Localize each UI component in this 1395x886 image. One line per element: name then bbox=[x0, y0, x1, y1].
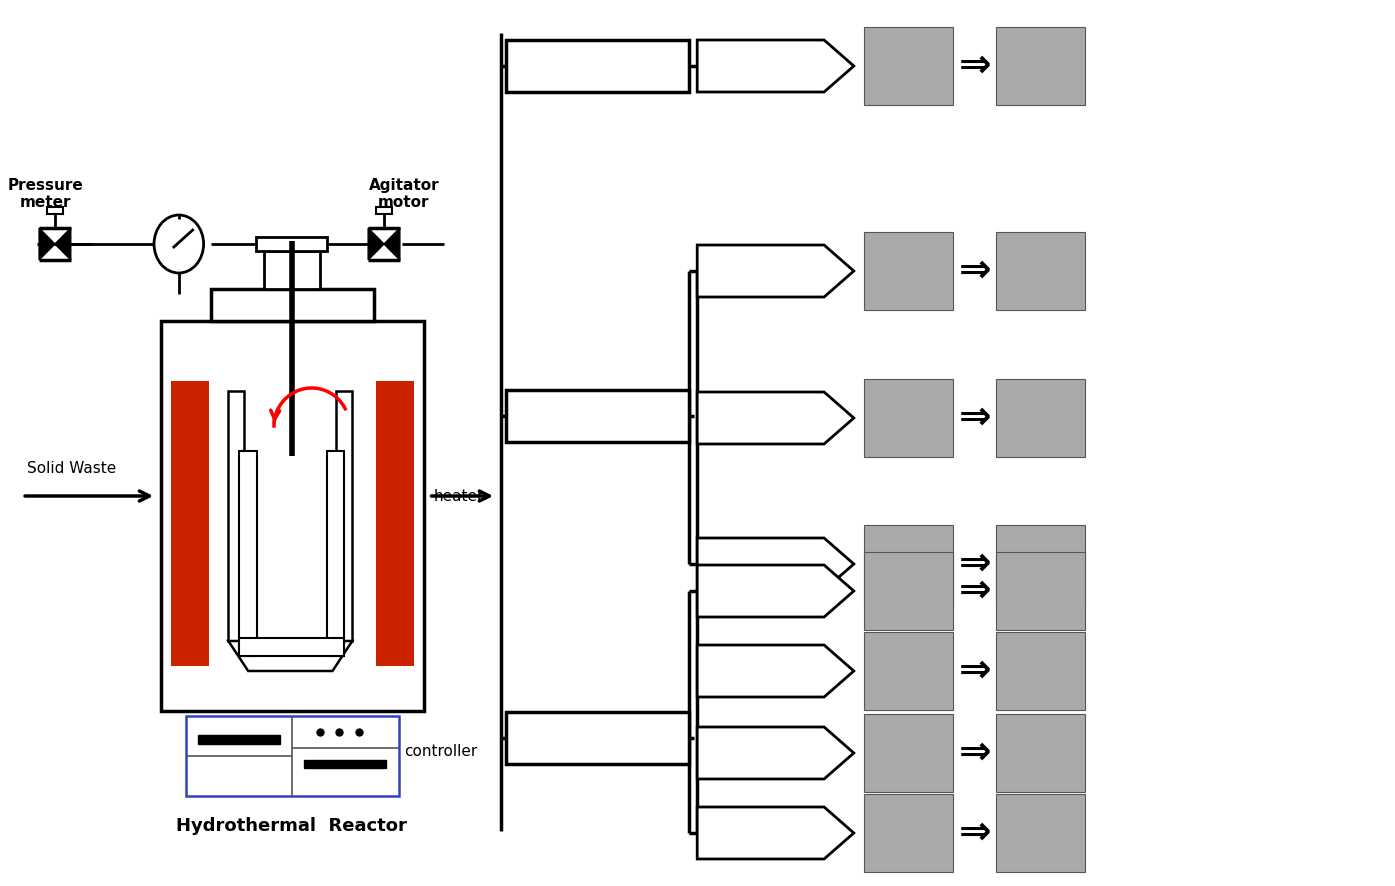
Bar bbox=[160, 321, 424, 711]
Bar bbox=[864, 379, 953, 457]
Text: ⇒: ⇒ bbox=[958, 652, 990, 690]
Bar bbox=[336, 391, 353, 641]
Polygon shape bbox=[39, 228, 54, 260]
Bar bbox=[229, 391, 353, 671]
Text: ⇒: ⇒ bbox=[958, 47, 990, 85]
Bar bbox=[996, 714, 1085, 792]
Bar bbox=[198, 735, 280, 744]
Bar bbox=[229, 391, 244, 641]
Text: ⇒: ⇒ bbox=[958, 399, 990, 437]
Polygon shape bbox=[229, 641, 353, 671]
Text: Food Waste: Food Waste bbox=[709, 826, 808, 841]
Polygon shape bbox=[698, 245, 854, 297]
Bar bbox=[996, 794, 1085, 872]
Polygon shape bbox=[698, 538, 854, 590]
Text: Agitator
motor: Agitator motor bbox=[368, 178, 439, 210]
Bar bbox=[240, 638, 345, 656]
Text: ⇒: ⇒ bbox=[958, 572, 990, 610]
Bar bbox=[864, 632, 953, 710]
Bar bbox=[264, 251, 319, 289]
Text: controller: controller bbox=[403, 743, 477, 758]
Bar bbox=[864, 27, 953, 105]
Polygon shape bbox=[698, 727, 854, 779]
Bar bbox=[996, 27, 1085, 105]
Text: Sludge: Sludge bbox=[728, 58, 788, 74]
Bar bbox=[377, 381, 414, 666]
Text: Radioactive
Waste: Radioactive Waste bbox=[707, 401, 809, 434]
Text: ⇒: ⇒ bbox=[958, 734, 990, 772]
Polygon shape bbox=[384, 228, 400, 260]
Bar bbox=[864, 525, 953, 603]
Bar bbox=[996, 632, 1085, 710]
Bar bbox=[864, 552, 953, 630]
Polygon shape bbox=[698, 392, 854, 444]
Polygon shape bbox=[698, 565, 854, 617]
Text: Glass Waste: Glass Waste bbox=[706, 745, 810, 760]
Bar bbox=[996, 525, 1085, 603]
Bar bbox=[506, 40, 689, 92]
Bar bbox=[506, 390, 689, 442]
Text: Pressure
meter: Pressure meter bbox=[7, 178, 82, 210]
Text: Electrical
Waste: Electrical Waste bbox=[718, 655, 798, 688]
Bar bbox=[377, 207, 392, 214]
Polygon shape bbox=[698, 807, 854, 859]
Bar bbox=[996, 232, 1085, 310]
Bar bbox=[326, 451, 345, 656]
Text: DETOXIFICATION: DETOXIFICATION bbox=[519, 407, 675, 425]
Bar bbox=[864, 714, 953, 792]
Polygon shape bbox=[698, 40, 854, 92]
Bar bbox=[864, 794, 953, 872]
Polygon shape bbox=[54, 228, 71, 260]
Text: Biomass
Waste: Biomass Waste bbox=[723, 575, 794, 607]
Text: RECYCLING: RECYCLING bbox=[545, 729, 649, 747]
Text: ⇒: ⇒ bbox=[958, 252, 990, 290]
Text: Solid Waste: Solid Waste bbox=[27, 461, 116, 476]
Polygon shape bbox=[368, 228, 384, 260]
Text: Hydrothermal  Reactor: Hydrothermal Reactor bbox=[176, 817, 407, 835]
Text: Fly Ash: Fly Ash bbox=[727, 556, 790, 571]
Bar bbox=[864, 232, 953, 310]
Bar bbox=[186, 716, 399, 796]
Bar bbox=[257, 237, 328, 251]
Polygon shape bbox=[698, 645, 854, 697]
Bar bbox=[47, 207, 63, 214]
Bar bbox=[996, 379, 1085, 457]
Text: REDUCTION: REDUCTION bbox=[543, 57, 651, 75]
Bar bbox=[172, 381, 209, 666]
Bar bbox=[996, 552, 1085, 630]
Text: ⇒: ⇒ bbox=[958, 814, 990, 852]
Text: ⇒: ⇒ bbox=[958, 545, 990, 583]
Bar bbox=[304, 760, 386, 768]
Text: Plastics: Plastics bbox=[725, 263, 791, 278]
Ellipse shape bbox=[153, 215, 204, 273]
Bar bbox=[506, 712, 689, 764]
Bar bbox=[211, 289, 374, 321]
Text: heater: heater bbox=[434, 488, 484, 503]
Bar bbox=[240, 451, 257, 656]
